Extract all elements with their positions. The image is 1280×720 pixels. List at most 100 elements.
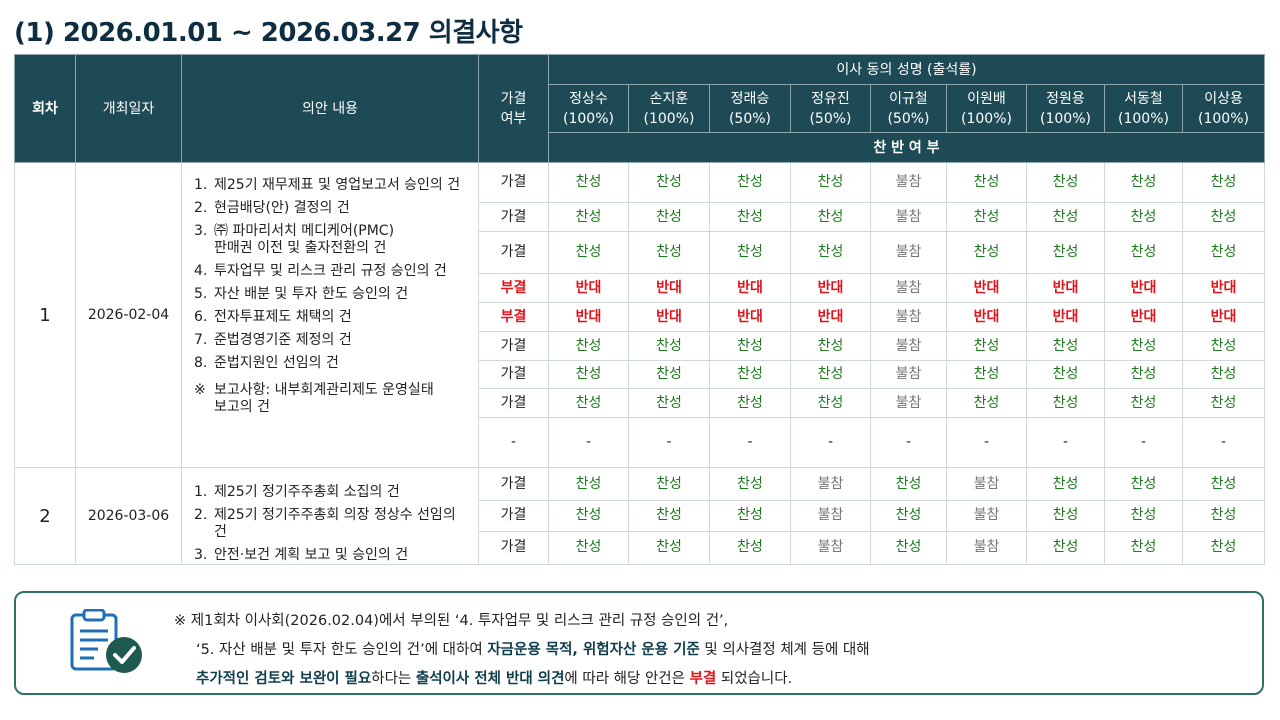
vote-cell: 찬성 (1026, 466, 1105, 502)
meeting-round: 1 (14, 162, 76, 468)
vote-cell: 찬성 (1104, 162, 1183, 203)
table-row: 1 2026-02-04 1. 제25기 재무제표 및 영업보고서 승인의 건 2. 현금… (14, 162, 1266, 468)
result-cell: - (478, 417, 549, 468)
vote-cell: 찬성 (790, 331, 871, 361)
result-cell: 부결 (478, 273, 549, 303)
agenda-text-line: 투자업무 및 리스크 관리 규정 승인의 건 (214, 263, 447, 279)
note-line-2c: 및 의사결정 체계 등에 대해 (699, 642, 870, 658)
vote-cell: 찬성 (548, 466, 629, 502)
vote-cell: 불참 (870, 388, 947, 418)
note-highlight-review: 추가적인 검토와 보완이 필요 (196, 671, 372, 687)
vote-cell: 찬성 (628, 231, 710, 274)
agenda-number: ※ (194, 382, 206, 398)
director-name: 이상용 (1204, 90, 1243, 107)
agenda-item: 3. 안전·보건 계획 보고 및 승인의 건 (194, 547, 472, 564)
vote-cell: - (790, 417, 871, 468)
vote-cell: 찬성 (1026, 388, 1105, 418)
result-cell: 가결 (478, 202, 549, 232)
agenda-text-line: 준법경영기준 제정의 건 (214, 332, 352, 348)
note-line-3d: 에 따라 해당 안건은 (564, 671, 690, 687)
vote-cell: 찬성 (1104, 360, 1183, 389)
vote-cell: 반대 (946, 273, 1027, 303)
header-agenda: 의안 내용 (181, 54, 479, 163)
vote-cell: 찬성 (946, 331, 1027, 361)
note-text: ※ 제1회차 이사회(2026.02.04)에서 부의된 ‘4. 투자업무 및 … (174, 607, 870, 694)
agenda-item: 5. 자산 배분 및 투자 한도 승인의 건 (194, 286, 472, 303)
agenda-item: ※ 보고사항: 내부회계관리제도 운영실태 보고의 건 (194, 382, 472, 416)
vote-cell: 반대 (709, 273, 791, 303)
agenda-number: 7. (194, 332, 208, 348)
vote-cell: 불참 (790, 500, 871, 532)
vote-cell: 찬성 (1181, 162, 1266, 203)
agenda-item: 2. 현금배당(안) 결정의 건 (194, 200, 472, 217)
vote-cell: 찬성 (1181, 231, 1266, 274)
vote-cell: 찬성 (1181, 202, 1266, 232)
vote-cell: 불참 (870, 202, 947, 232)
header-result-line1: 가결 (500, 90, 527, 107)
director-name: 이규철 (889, 90, 928, 107)
result-cell: 가결 (478, 331, 549, 361)
note-highlight-rejected: 부결 (689, 671, 717, 687)
header-director: 손지훈 (100%) (628, 84, 710, 133)
agenda-text-line: 전자투표제도 채택의 건 (214, 309, 352, 325)
vote-cell: 찬성 (1104, 388, 1183, 418)
meeting-agenda: 1. 제25기 정기주주총회 소집의 건 2. 제25기 정기주주총회 의장 정상수 … (181, 467, 479, 565)
vote-cell: 반대 (628, 302, 710, 332)
agenda-item: 1. 제25기 정기주주총회 소집의 건 (194, 484, 472, 501)
table-row: 가결 찬성 찬성 찬성 찬성 불참 찬성 찬성 찬성 찬성 (15, 331, 1266, 361)
vote-cell: 찬성 (1181, 500, 1266, 532)
header-vote-label: 찬 반 여 부 (547, 132, 1266, 163)
agenda-text-line: 제25기 정기주주총회 소집의 건 (214, 484, 400, 500)
note-line-3: 추가적인 검토와 보완이 필요하다는 출석이사 전체 반대 의견에 따라 해당 … (174, 665, 870, 694)
agenda-text-line: 준법지원인 선임의 건 (214, 355, 339, 371)
note-highlight-criteria: 자금운용 목적, 위험자산 운용 기준 (487, 642, 700, 658)
agenda-text-line: 판매권 이전 및 출자전환의 건 (214, 240, 387, 256)
director-name: 이원배 (967, 90, 1006, 107)
note-line-2: ‘5. 자산 배분 및 투자 한도 승인의 건’에 대하여 자금운용 목적, 위… (174, 636, 870, 665)
table-row: 부결 반대 반대 반대 반대 불참 반대 반대 반대 반대 (15, 273, 1266, 303)
agenda-item: 6. 전자투표제도 채택의 건 (194, 309, 472, 326)
agenda-number: 6. (194, 309, 208, 325)
vote-cell: - (628, 417, 710, 468)
agenda-text: 투자업무 및 리스크 관리 규정 승인의 건 (214, 263, 472, 280)
vote-cell: 불참 (870, 302, 947, 332)
vote-cell: 찬성 (628, 331, 710, 361)
vote-cell: 찬성 (709, 231, 791, 274)
vote-cell: - (1104, 417, 1183, 468)
result-cell: 가결 (478, 360, 549, 389)
agenda-item: 4. 투자업무 및 리스크 관리 규정 승인의 건 (194, 263, 472, 280)
vote-cell: 찬성 (790, 202, 871, 232)
note-line-2a: ‘5. 자산 배분 및 투자 한도 승인의 건’에 대하여 (196, 642, 488, 658)
vote-cell: 찬성 (628, 530, 710, 566)
table-row: 가결 찬성 찬성 찬성 찬성 불참 찬성 찬성 찬성 찬성 (15, 202, 1266, 232)
vote-cell: 찬성 (709, 360, 791, 389)
vote-cell: 찬성 (709, 202, 791, 232)
director-rate: (50%) (809, 110, 852, 127)
vote-cell: 찬성 (1026, 162, 1105, 203)
vote-cell: 찬성 (946, 388, 1027, 418)
vote-cell: 찬성 (628, 500, 710, 532)
agenda-number: 1. (194, 484, 208, 500)
note-line-3f: 되었습니다. (716, 671, 793, 687)
vote-cell: 찬성 (1026, 500, 1105, 532)
vote-cell: 불참 (870, 231, 947, 274)
agenda-number: 3. (194, 547, 208, 563)
meeting-round: 2 (14, 467, 76, 565)
vote-cell: 찬성 (548, 530, 629, 566)
agenda-text: 제25기 정기주주총회 소집의 건 (214, 484, 472, 501)
director-rate: (100%) (1198, 110, 1249, 127)
agenda-text-line: 보고사항: 내부회계관리제도 운영실태 (214, 382, 434, 398)
agenda-item: 3. ㈜ 파마리서치 메디케어(PMC) 판매권 이전 및 출자전환의 건 (194, 223, 472, 257)
vote-cell: 찬성 (709, 388, 791, 418)
table-row: ---------- (15, 417, 1266, 468)
table-row: 가결 찬성 찬성 찬성 불참 찬성 불참 찬성 찬성 찬성 (15, 500, 1266, 532)
vote-cell: 찬성 (1104, 331, 1183, 361)
vote-cell: 찬성 (1181, 466, 1266, 502)
vote-cell: 찬성 (946, 202, 1027, 232)
agenda-number: 8. (194, 355, 208, 371)
vote-cell: 찬성 (946, 231, 1027, 274)
resolution-table: 회차 개최일자 의안 내용 가결 여부 이사 동의 성명 (출석률) 정상수 (1… (14, 54, 1266, 566)
director-rate: (100%) (1118, 110, 1169, 127)
vote-cell: 찬성 (1026, 202, 1105, 232)
vote-cell: 찬성 (1026, 231, 1105, 274)
